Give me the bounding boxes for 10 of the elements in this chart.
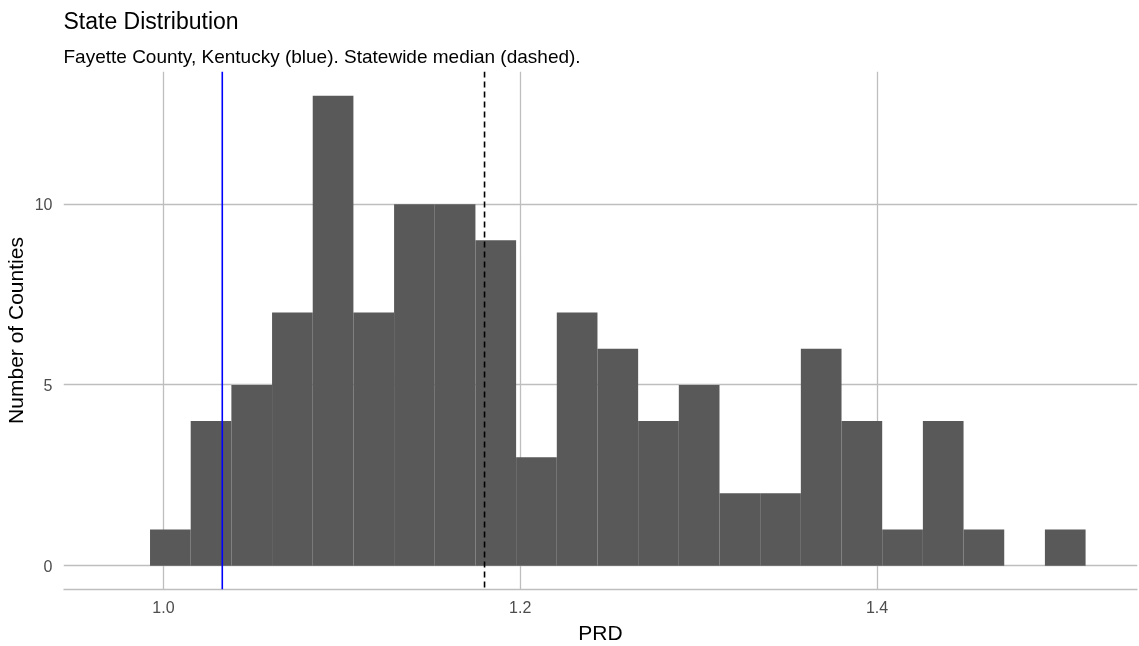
chart-title: State Distribution	[63, 7, 239, 34]
x-tick-label: 1.4	[865, 598, 889, 616]
chart-subtitle: Fayette County, Kentucky (blue). Statewide median (dashed).	[63, 45, 581, 67]
x-axis-title: PRD	[578, 620, 623, 644]
x-tick-label: 1.2	[509, 598, 532, 616]
y-tick-label: 0	[43, 557, 53, 575]
y-axis-title: Number of Counties	[3, 237, 27, 424]
x-tick-label: 1.0	[152, 598, 175, 616]
y-tick-label: 10	[34, 196, 53, 214]
y-tick-label: 5	[43, 376, 53, 394]
